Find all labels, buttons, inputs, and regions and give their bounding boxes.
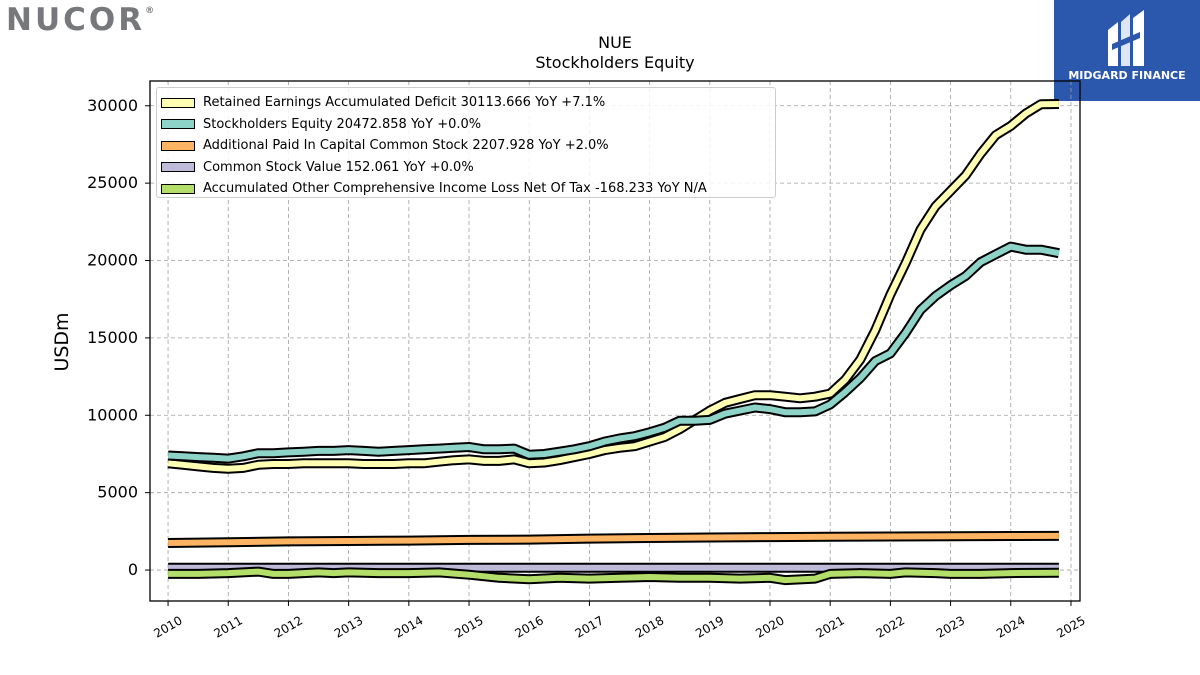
legend-item: Additional Paid In Capital Common Stock …	[161, 135, 775, 157]
y-tick-label: 0	[128, 560, 138, 579]
midgard-finance-text: MIDGARD FINANCE	[1068, 69, 1186, 82]
legend-label: Additional Paid In Capital Common Stock …	[203, 138, 609, 154]
series-lines	[167, 99, 1060, 586]
nucor-logo: NUCOR®	[6, 2, 154, 38]
y-tick-label: 15000	[87, 328, 138, 347]
chart-subtitle: Stockholders Equity	[535, 53, 695, 72]
x-tick-label: 2024	[994, 613, 1027, 640]
y-tick-label: 10000	[87, 405, 138, 424]
x-tick-label: 2015	[452, 613, 485, 640]
y-tick-label: 30000	[87, 96, 138, 115]
x-tick-label: 2022	[874, 613, 907, 640]
x-tick-label: 2017	[573, 613, 606, 640]
x-tick-label: 2012	[272, 613, 305, 640]
series-line-fill	[167, 101, 1059, 472]
series-line	[168, 530, 1059, 548]
series-line	[167, 99, 1059, 474]
x-tick-label: 2019	[693, 613, 726, 640]
x-tick-label: 2011	[212, 613, 245, 640]
legend-swatch	[161, 140, 195, 151]
series-line-fill	[167, 243, 1060, 462]
midgard-m-icon	[1108, 10, 1144, 66]
legend: Retained Earnings Accumulated Deficit 30…	[156, 87, 776, 198]
legend-item: Retained Earnings Accumulated Deficit 30…	[161, 92, 775, 114]
x-tick-label: 2023	[934, 613, 967, 640]
y-tick-label: 20000	[87, 251, 138, 270]
series-line-outline	[167, 241, 1060, 464]
legend-label: Stockholders Equity 20472.858 YoY +0.0%	[203, 116, 482, 132]
legend-label: Retained Earnings Accumulated Deficit 30…	[203, 95, 606, 111]
legend-swatch	[161, 183, 195, 194]
x-tick-label: 2013	[332, 613, 365, 640]
x-tick-label: 2020	[753, 613, 786, 640]
midgard-finance-logo: MIDGARD FINANCE	[1054, 0, 1200, 101]
plot-frame	[149, 80, 1081, 602]
x-tick-label: 2014	[392, 613, 425, 640]
legend-swatch	[161, 97, 195, 108]
registered-mark: ®	[145, 6, 155, 16]
y-axis-label: USDm	[51, 312, 73, 372]
legend-label: Accumulated Other Comprehensive Income L…	[203, 181, 707, 197]
series-line	[167, 241, 1060, 464]
legend-item: Accumulated Other Comprehensive Income L…	[161, 178, 775, 200]
x-tick-label: 2016	[512, 613, 545, 640]
legend-swatch	[161, 162, 195, 173]
legend-item: Stockholders Equity 20472.858 YoY +0.0%	[161, 114, 775, 136]
nucor-logo-text: NUCOR	[6, 2, 146, 38]
y-tick-label: 5000	[97, 483, 138, 502]
x-tick-label: 2025	[1054, 613, 1087, 640]
series-line-fill	[168, 568, 1059, 584]
series-line-fill	[168, 532, 1059, 546]
legend-label: Common Stock Value 152.061 YoY +0.0%	[203, 159, 474, 175]
legend-swatch	[161, 119, 195, 130]
series-line	[168, 566, 1059, 586]
x-tick-label: 2021	[813, 613, 846, 640]
chart-title: NUE	[598, 33, 632, 52]
y-tick-label: 25000	[87, 173, 138, 192]
x-tick-label: 2018	[633, 613, 666, 640]
x-tick-label: 2010	[151, 613, 184, 640]
legend-item: Common Stock Value 152.061 YoY +0.0%	[161, 157, 775, 179]
